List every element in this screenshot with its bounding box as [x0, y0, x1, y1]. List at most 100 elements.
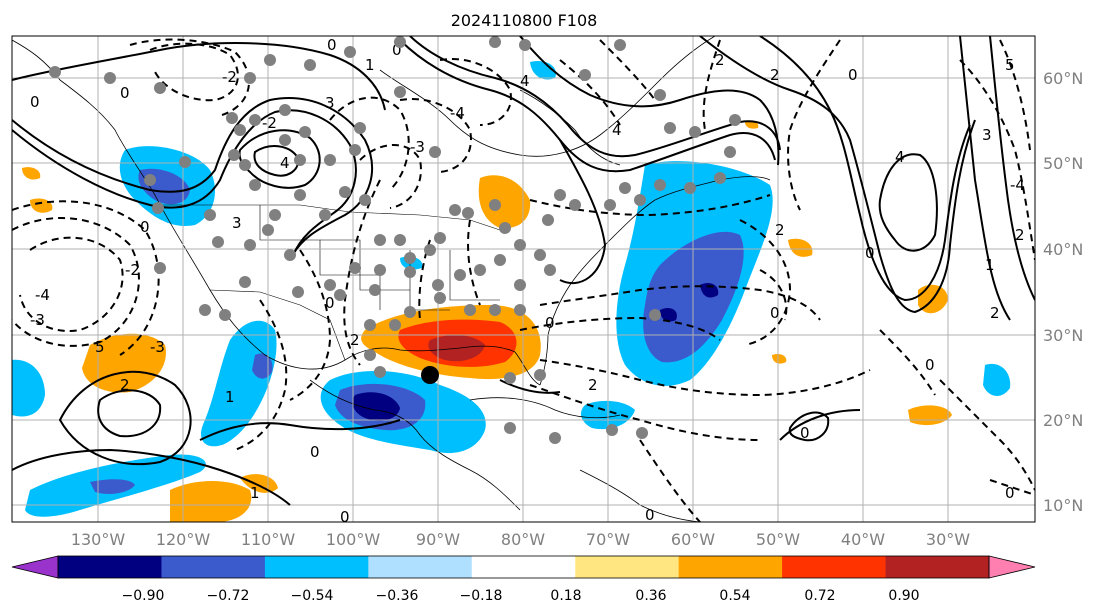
contour-label: 0	[645, 506, 655, 524]
station-marker	[319, 209, 331, 221]
station-marker	[364, 349, 376, 361]
contour-label: 0	[925, 356, 935, 374]
station-marker	[294, 154, 306, 166]
contour-label: 0	[865, 244, 875, 262]
station-marker	[724, 146, 736, 158]
colorbar-frame	[57, 555, 990, 579]
station-marker	[359, 194, 371, 206]
contour-label: -2	[262, 114, 277, 132]
storm-center-marker	[421, 366, 439, 384]
contour-label: 2	[588, 376, 598, 394]
station-marker	[226, 112, 238, 124]
station-marker	[154, 262, 166, 274]
coastline-layer	[12, 36, 771, 522]
station-marker	[489, 36, 501, 48]
station-marker	[514, 279, 526, 291]
station-marker	[649, 309, 661, 321]
station-marker	[239, 276, 251, 288]
station-marker	[504, 372, 516, 384]
station-marker	[324, 154, 336, 166]
station-marker	[519, 39, 531, 51]
station-marker	[154, 82, 166, 94]
map-frame	[11, 35, 1036, 523]
station-marker	[249, 114, 261, 126]
contour-label: -3	[30, 311, 45, 329]
colorbar-segment	[58, 556, 162, 578]
colorbar-segment	[575, 556, 680, 578]
station-marker	[462, 207, 474, 219]
station-marker	[534, 249, 546, 261]
station-marker	[534, 369, 546, 381]
contour-label: 4	[612, 121, 622, 139]
colorbar-tick-label: −0.90	[122, 588, 165, 604]
station-marker	[542, 214, 554, 226]
lon-label: 120°W	[156, 530, 211, 549]
colorbar-segments	[58, 556, 990, 578]
station-marker	[219, 309, 231, 321]
station-marker	[604, 199, 616, 211]
station-marker	[514, 239, 526, 251]
station-marker	[514, 304, 526, 316]
colorbar-min-extend	[11, 555, 59, 579]
dashed-contours	[12, 38, 1035, 522]
lon-label: 50°W	[756, 530, 800, 549]
station-marker	[454, 269, 466, 281]
contour-label: 2	[1015, 226, 1025, 244]
colorbar-ticks: −0.90 −0.72 −0.54 −0.36 −0.18 0.18 0.36 …	[122, 588, 920, 604]
station-marker	[204, 209, 216, 221]
station-marker	[354, 122, 366, 134]
station-marker	[369, 284, 381, 296]
colorbar-tick-label: −0.18	[460, 588, 503, 604]
station-marker	[269, 209, 281, 221]
station-marker	[394, 234, 406, 246]
contour-label: 0	[140, 218, 150, 236]
station-marker	[434, 292, 446, 304]
station-marker	[228, 149, 240, 161]
contour-label: 5	[1005, 56, 1015, 74]
contour-label: 2	[715, 51, 725, 69]
station-marker	[264, 54, 276, 66]
colorbar-tick-label: −0.72	[207, 588, 250, 604]
station-marker	[664, 122, 676, 134]
station-marker	[234, 124, 246, 136]
lat-label: 60°N	[1043, 69, 1083, 88]
contour-labels: -2 -2 -2 4 3 3 0 0 1 -3 -4 4 4 0 0 0 -4 …	[30, 36, 1025, 524]
colorbar-tick-label: 0.72	[804, 588, 835, 604]
station-marker	[714, 172, 726, 184]
lat-label: 30°N	[1043, 326, 1083, 345]
lon-label: 80°W	[501, 530, 545, 549]
lon-label: 90°W	[416, 530, 460, 549]
contour-label: 0	[770, 304, 780, 322]
latitude-labels: 60°N 50°N 40°N 30°N 20°N 10°N	[1043, 69, 1083, 515]
contour-label: 0	[325, 294, 335, 312]
station-marker	[279, 104, 291, 116]
colorbar-tick-label: 0.90	[888, 588, 919, 604]
station-marker	[494, 254, 506, 266]
station-marker	[499, 222, 511, 234]
station-marker	[239, 159, 251, 171]
station-marker	[424, 244, 436, 256]
colorbar-segment	[471, 556, 576, 578]
station-marker	[684, 182, 696, 194]
station-marker	[654, 89, 666, 101]
station-marker	[636, 427, 648, 439]
colorbar-max-extend	[988, 555, 1036, 579]
contour-label: -4	[35, 286, 50, 304]
colorbar-tick-label: 0.54	[719, 588, 750, 604]
station-marker	[689, 126, 701, 138]
station-marker	[179, 156, 191, 168]
station-marker	[489, 199, 501, 211]
station-marker	[344, 46, 356, 58]
contour-label: 0	[545, 314, 555, 332]
station-marker	[292, 286, 304, 298]
station-marker	[324, 279, 336, 291]
station-marker	[374, 234, 386, 246]
station-marker	[464, 304, 476, 316]
station-marker	[489, 304, 501, 316]
station-marker	[569, 199, 581, 211]
contour-label: 2	[350, 331, 360, 349]
contour-label: 4	[895, 148, 905, 166]
figure-title: 2024110800 F108	[451, 11, 598, 30]
station-marker	[304, 59, 316, 71]
